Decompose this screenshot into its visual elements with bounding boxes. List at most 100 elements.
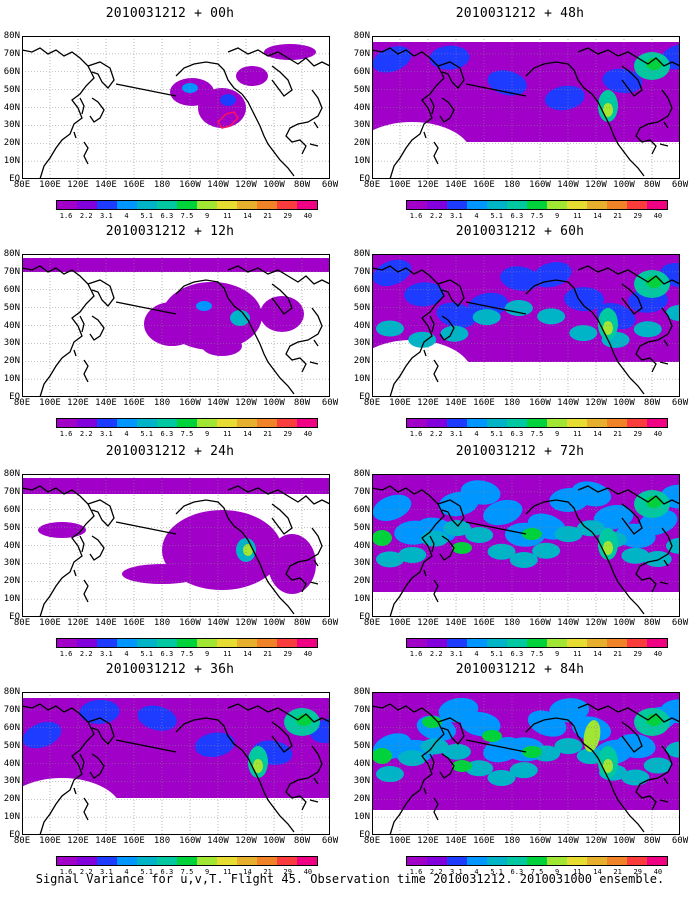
coastline bbox=[309, 559, 319, 585]
latitude-label: 40N bbox=[3, 102, 20, 113]
longitude-label: 60W bbox=[321, 180, 339, 190]
longitude-label: 100E bbox=[389, 618, 411, 628]
colorbar-label: 4 bbox=[474, 650, 479, 658]
colorbar-swatch bbox=[237, 639, 257, 647]
longitude-label: 60W bbox=[321, 398, 339, 408]
longitude-label: 120E bbox=[67, 180, 89, 190]
coastline bbox=[285, 307, 323, 373]
longitude-label: 60W bbox=[321, 836, 339, 846]
colorbar-label: 4 bbox=[124, 212, 129, 220]
colorbar-swatch bbox=[217, 857, 237, 865]
colorbar-swatch bbox=[407, 857, 427, 865]
latitude-label: 10N bbox=[3, 594, 20, 605]
variance-region bbox=[372, 494, 412, 522]
latitude-label: 50N bbox=[3, 302, 20, 313]
longitude-axis: 80E 100E 120E 140E 160E 180 160W 140W 120W 100W 80… bbox=[350, 398, 690, 410]
longitude-label: 160E bbox=[123, 618, 145, 628]
colorbar-label: 3.1 bbox=[100, 430, 113, 438]
colorbar-label: 14 bbox=[593, 212, 602, 220]
colorbar-swatch bbox=[647, 201, 667, 209]
coastline bbox=[577, 485, 680, 505]
colorbar-label: 29 bbox=[633, 650, 642, 658]
colorbar-swatch bbox=[257, 857, 277, 865]
longitude-label: 140W bbox=[207, 180, 229, 190]
colorbar-swatch bbox=[467, 857, 487, 865]
coastline bbox=[22, 47, 95, 179]
colorbar-label: 21 bbox=[263, 650, 272, 658]
colorbar-label: 29 bbox=[283, 650, 292, 658]
variance-region bbox=[420, 738, 449, 755]
latitude-label: 80N bbox=[3, 469, 20, 479]
map-svg bbox=[372, 36, 680, 179]
colorbar-labels: 1.6 2.2 3.1 4 5.1 6.3 7.5 9 11 14 21 29 40 bbox=[406, 650, 668, 660]
longitude-label: 100E bbox=[39, 618, 61, 628]
panel-title: 2010031212 + 60h bbox=[455, 224, 585, 239]
colorbar-swatch bbox=[507, 639, 527, 647]
colorbar-label: 11 bbox=[573, 650, 582, 658]
coastline bbox=[309, 777, 319, 803]
variance-region bbox=[404, 282, 444, 307]
longitude-label: 160W bbox=[179, 180, 201, 190]
coastline bbox=[635, 307, 673, 373]
longitude-label: 80E bbox=[363, 180, 381, 190]
coastline bbox=[465, 521, 527, 535]
colorbar-swatch bbox=[607, 857, 627, 865]
longitude-label: 120W bbox=[235, 618, 257, 628]
colorbar-swatch bbox=[177, 201, 197, 209]
longitude-label: 160E bbox=[473, 398, 495, 408]
colorbar-label: 40 bbox=[303, 430, 313, 438]
longitude-label: 180 bbox=[153, 836, 171, 846]
colorbar-label: 11 bbox=[573, 868, 582, 876]
colorbar-label: 14 bbox=[243, 212, 252, 220]
colorbar-label: 14 bbox=[243, 430, 252, 438]
variance-region bbox=[522, 528, 542, 540]
variance-region bbox=[603, 759, 613, 773]
variance-region bbox=[603, 321, 613, 335]
coastline bbox=[372, 265, 445, 397]
colorbar-swatch bbox=[527, 201, 547, 209]
colorbar-label: 7.5 bbox=[530, 650, 544, 658]
longitude-label: 80E bbox=[363, 836, 381, 846]
clear-region bbox=[412, 366, 572, 397]
colorbar-label: 9 bbox=[555, 212, 560, 220]
coastline bbox=[241, 749, 295, 833]
colorbar-label: 1.6 bbox=[409, 868, 423, 876]
colorbar-label: 4 bbox=[124, 430, 129, 438]
longitude-label: 160E bbox=[473, 180, 495, 190]
forecast-panel: 2010031212 + 72h 80N 70N 60N 50N 40N 30N 20N 10N… bbox=[350, 444, 690, 659]
colorbar-label: 2.2 bbox=[429, 212, 443, 220]
colorbar-label: 11 bbox=[223, 212, 232, 220]
colorbar-label: 5.1 bbox=[490, 430, 504, 438]
colorbar-label: 7.5 bbox=[530, 212, 544, 220]
colorbar-label: 9 bbox=[205, 212, 210, 220]
colorbar-labels: 1.6 2.2 3.1 4 5.1 6.3 7.5 9 11 14 21 29 40 bbox=[56, 868, 318, 878]
colorbar-swatch bbox=[157, 639, 177, 647]
variance-region bbox=[38, 522, 86, 538]
colorbar-swatch bbox=[277, 201, 297, 209]
colorbar-label: 6.3 bbox=[510, 868, 524, 876]
forecast-panel: 2010031212 + 24h 80N 70N 60N 50N 40N 30N 20N 10N… bbox=[0, 444, 340, 659]
coastline bbox=[621, 65, 643, 97]
variance-region bbox=[472, 309, 501, 326]
longitude-label: 160W bbox=[529, 180, 551, 190]
colorbar-label: 1.6 bbox=[59, 868, 73, 876]
variance-region bbox=[465, 760, 494, 777]
map-plot bbox=[22, 474, 330, 617]
colorbar-swatch bbox=[57, 201, 77, 209]
clear-region bbox=[372, 810, 680, 835]
clear-region bbox=[412, 148, 572, 179]
latitude-label: 80N bbox=[3, 249, 20, 259]
colorbar-swatch bbox=[97, 857, 117, 865]
longitude-label: 140E bbox=[445, 398, 467, 408]
colorbar-label: 29 bbox=[633, 868, 642, 876]
colorbar-label: 6.3 bbox=[160, 212, 174, 220]
longitude-label: 160W bbox=[179, 836, 201, 846]
colorbar-swatch bbox=[567, 419, 587, 427]
longitude-label: 120W bbox=[585, 398, 607, 408]
longitude-label: 160W bbox=[529, 398, 551, 408]
coastline bbox=[429, 315, 455, 341]
colorbar-swatch bbox=[547, 857, 567, 865]
colorbar-label: 7.5 bbox=[180, 868, 194, 876]
colorbar-label: 21 bbox=[263, 212, 272, 220]
longitude-label: 140W bbox=[207, 618, 229, 628]
